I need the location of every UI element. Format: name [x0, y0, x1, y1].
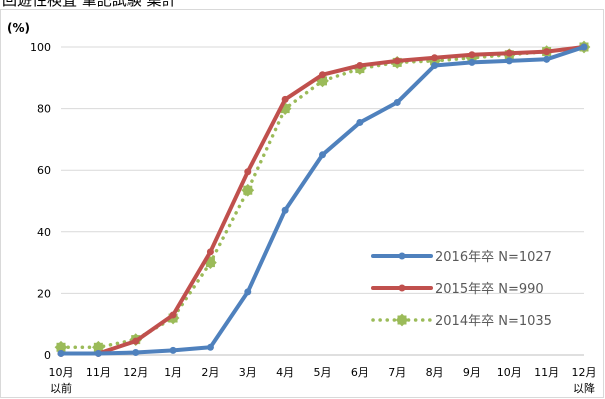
series-line	[59, 45, 586, 350]
data-point	[244, 288, 252, 296]
legend-marker	[398, 252, 406, 260]
y-tick-label: 60	[37, 164, 51, 177]
gridlines	[61, 46, 584, 294]
x-tick-label: 7月	[388, 366, 406, 379]
data-point	[244, 168, 252, 176]
x-tick-label: 3月	[239, 366, 257, 379]
data-point	[169, 346, 177, 354]
x-tick-label: 1月	[164, 366, 182, 379]
data-point	[132, 337, 140, 345]
series-lines	[54, 40, 591, 357]
y-tick-label: 20	[37, 287, 51, 300]
x-tick-label: 10月	[497, 366, 522, 379]
x-tick-label: 11月	[86, 366, 111, 379]
y-tick-labels: 0 20 40 60 80 100	[30, 41, 51, 362]
data-point	[281, 206, 289, 214]
x-tick-label: 10月	[49, 366, 74, 379]
page-title: 回遊性検査 筆記試験 集計	[2, 0, 177, 9]
x-tick-label: 以前	[50, 381, 72, 395]
y-unit-label: (%)	[7, 21, 30, 35]
chart-area: 0 20 40 60 80 100 10月以前 11月 12月 1月 2月 3月 4月 5月 6月 7月 8月…	[0, 9, 604, 398]
legend-marker	[398, 284, 406, 292]
y-tick-label: 100	[30, 41, 51, 54]
x-tick-label: 6月	[351, 366, 369, 379]
legend: 2016年卒 N=1027 2015年卒 N=990 2014年卒 N=1035	[371, 250, 552, 329]
data-point	[94, 349, 102, 357]
data-point	[206, 343, 214, 351]
data-point	[431, 61, 439, 69]
data-point	[319, 71, 326, 79]
y-tick-label: 40	[37, 226, 51, 239]
data-point	[543, 55, 551, 63]
data-point	[431, 54, 439, 62]
data-point	[132, 349, 140, 357]
x-tick-label: 4月	[276, 366, 294, 379]
legend-label: 2014年卒 N=1035	[435, 314, 552, 329]
data-point	[543, 48, 551, 56]
data-point	[319, 151, 326, 159]
data-point	[281, 95, 289, 103]
x-tick-label: 5月	[314, 366, 332, 379]
data-point	[393, 57, 401, 65]
data-point	[393, 98, 401, 106]
data-point	[356, 61, 364, 69]
data-point	[468, 58, 476, 66]
x-tick-label: 12月	[572, 366, 597, 379]
x-tick-label: 2月	[201, 366, 219, 379]
x-tick-label: 11月	[534, 366, 559, 379]
y-tick-label: 0	[44, 349, 51, 362]
x-tick-label: 12月	[123, 366, 148, 379]
data-point	[468, 51, 476, 59]
data-point	[241, 183, 255, 197]
legend-label: 2016年卒 N=1027	[435, 250, 552, 265]
data-point	[580, 43, 588, 51]
x-tick-label: 8月	[426, 366, 444, 379]
y-tick-label: 80	[37, 103, 51, 116]
data-point	[505, 49, 513, 57]
x-tick-label: 以降	[573, 381, 595, 395]
data-point	[356, 118, 364, 126]
legend-marker	[395, 313, 409, 327]
legend-label: 2015年卒 N=990	[435, 282, 544, 297]
data-point	[54, 340, 68, 354]
data-point	[505, 57, 513, 65]
data-point	[169, 311, 177, 319]
series-line	[59, 45, 586, 356]
data-point	[206, 248, 214, 256]
series-line	[59, 45, 586, 356]
x-tick-label: 9月	[463, 366, 481, 379]
data-point	[57, 349, 65, 357]
